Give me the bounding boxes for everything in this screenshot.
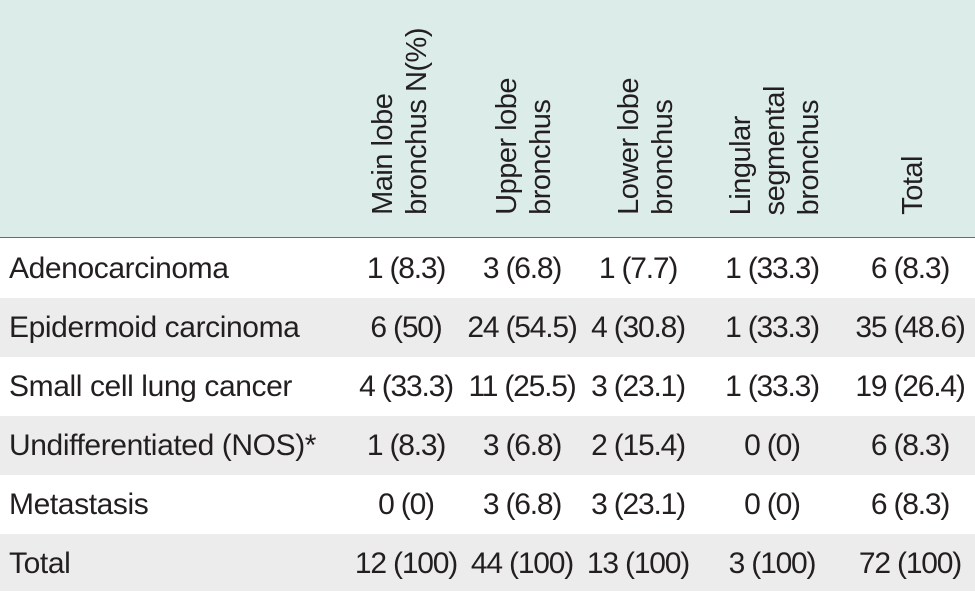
table-row: Metastasis 0 (0) 3 (6.8) 3 (23.1) 0 (0) …	[0, 475, 975, 534]
cell-main-lobe: 12 (100)	[354, 547, 458, 580]
table-row: Small cell lung cancer 4 (33.3) 11 (25.5…	[0, 357, 975, 416]
table-row: Adenocarcinoma 1 (8.3) 3 (6.8) 1 (7.7) 1…	[0, 239, 975, 298]
header-lingular-label: Lingular segmental bronchus	[725, 85, 825, 215]
cell-upper-lobe: 3 (6.8)	[482, 488, 563, 521]
row-label: Undifferentiated (NOS)*	[9, 429, 317, 462]
cell-total: 6 (8.3)	[870, 488, 951, 521]
header-lower-lobe: Lower lobe bronchus	[612, 78, 680, 215]
cell-total: 6 (8.3)	[870, 429, 951, 462]
cell-main-lobe: 6 (50)	[370, 311, 442, 344]
table-row-total: Total 12 (100) 44 (100) 13 (100) 3 (100)…	[0, 534, 975, 591]
table-row: Epidermoid carcinoma 6 (50) 24 (54.5) 4 …	[0, 298, 975, 357]
cell-total: 6 (8.3)	[870, 252, 951, 285]
cell-upper-lobe: 11 (25.5)	[468, 370, 576, 403]
cell-total: 19 (26.4)	[855, 370, 965, 403]
cell-lingular: 1 (33.3)	[725, 252, 820, 285]
header-upper-lobe-label: Upper lobe bronchus	[491, 78, 557, 215]
cell-upper-lobe: 44 (100)	[470, 547, 574, 580]
cell-total: 72 (100)	[858, 547, 962, 580]
cell-lower-lobe: 13 (100)	[586, 547, 690, 580]
cell-upper-lobe: 3 (6.8)	[482, 252, 563, 285]
cell-lower-lobe: 1 (7.7)	[598, 252, 679, 285]
cell-lingular: 0 (0)	[744, 429, 801, 462]
cell-lingular: 3 (100)	[728, 547, 817, 580]
header-lingular: Lingular segmental bronchus	[724, 86, 826, 215]
cell-main-lobe: 4 (33.3)	[359, 370, 454, 403]
cell-lingular: 0 (0)	[744, 488, 801, 521]
header-main-lobe: Main lobe bronchus N(%)	[366, 28, 434, 215]
cell-lower-lobe: 3 (23.1)	[591, 370, 686, 403]
cell-lower-lobe: 2 (15.4)	[591, 429, 686, 462]
header-total-label: Total	[897, 156, 929, 215]
header-total: Total	[896, 156, 930, 215]
cell-lingular: 1 (33.3)	[725, 311, 820, 344]
cell-upper-lobe: 3 (6.8)	[482, 429, 563, 462]
header-upper-lobe: Upper lobe bronchus	[490, 78, 558, 215]
row-label: Adenocarcinoma	[9, 252, 229, 285]
header-main-lobe-label: Main lobe bronchus N(%)	[367, 28, 433, 215]
cell-total: 35 (48.6)	[855, 311, 965, 344]
row-label: Total	[9, 547, 71, 580]
cell-main-lobe: 1 (8.3)	[366, 429, 447, 462]
cell-lingular: 1 (33.3)	[725, 370, 820, 403]
header-lower-lobe-label: Lower lobe bronchus	[613, 78, 679, 215]
cell-lower-lobe: 4 (30.8)	[591, 311, 686, 344]
row-label: Metastasis	[9, 488, 149, 521]
cell-main-lobe: 1 (8.3)	[366, 252, 447, 285]
table-row: Undifferentiated (NOS)* 1 (8.3) 3 (6.8) …	[0, 416, 975, 475]
row-label: Small cell lung cancer	[9, 370, 292, 403]
table-header: Main lobe bronchus N(%) Upper lobe bronc…	[0, 0, 975, 238]
row-label: Epidermoid carcinoma	[9, 311, 300, 344]
cell-upper-lobe: 24 (54.5)	[467, 311, 577, 344]
cell-lower-lobe: 3 (23.1)	[591, 488, 686, 521]
cell-main-lobe: 0 (0)	[378, 488, 435, 521]
